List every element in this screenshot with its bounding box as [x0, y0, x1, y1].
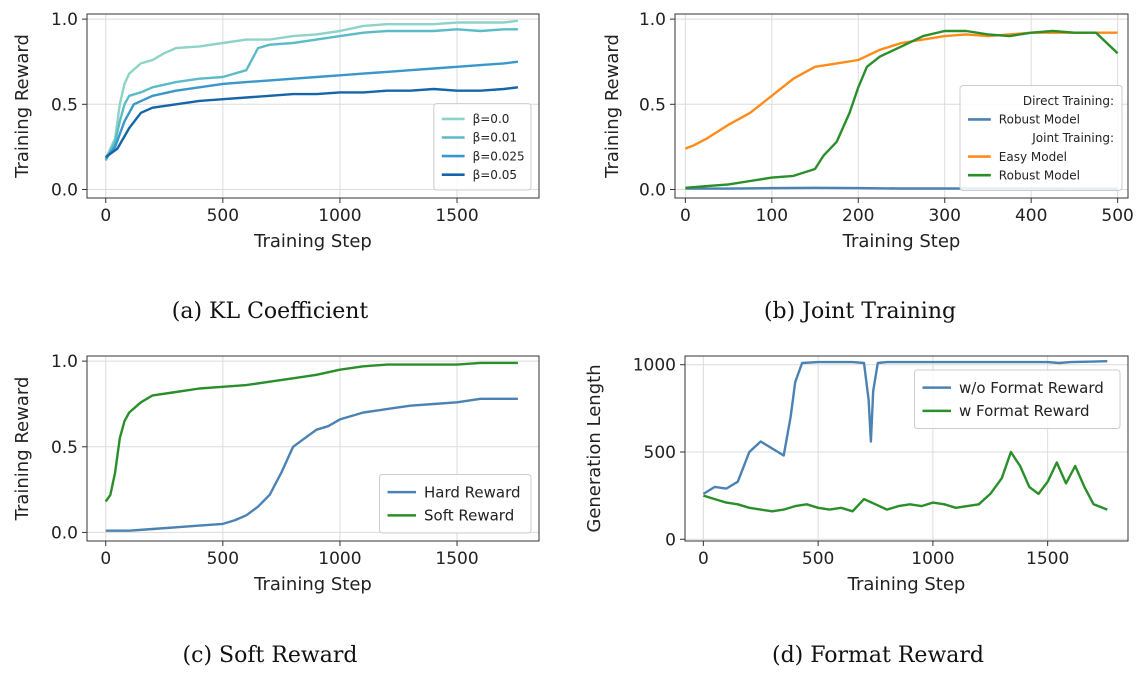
legend-title: Direct Training:	[1023, 94, 1114, 108]
plot-frame	[684, 355, 1129, 542]
legend-box	[433, 103, 532, 191]
legend-label: Hard Reward	[424, 483, 521, 501]
x-tick-label: 1000	[911, 549, 954, 569]
legend-label: w/o Format Reward	[959, 379, 1104, 397]
x-tick-label: 0	[100, 549, 111, 569]
y-tick-label: 1.0	[639, 10, 666, 30]
x-tick-label: 400	[1015, 206, 1047, 226]
legend-label: β=0.01	[473, 131, 517, 145]
legend-label: Soft Reward	[424, 507, 514, 525]
x-tick-label: 1500	[1026, 549, 1069, 569]
legend-label: w Format Reward	[959, 402, 1090, 420]
x-tick-label: 100	[756, 206, 788, 226]
x-tick-label: 500	[207, 206, 239, 226]
plot-frame	[86, 355, 540, 542]
legend-box	[914, 369, 1121, 429]
y-axis-label: Generation Length	[584, 364, 605, 532]
legend: Hard Reward Soft Reward	[379, 474, 532, 534]
caption-a: (a) KL Coefficient	[172, 299, 369, 324]
legend: Direct Training: Robust Model Joint Traini…	[959, 85, 1123, 191]
y-tick-label: 0.0	[639, 180, 666, 200]
series-group	[702, 360, 1108, 513]
x-tick-label: 0	[680, 206, 691, 226]
y-tick-label: 1000	[633, 356, 676, 376]
legend-label: β=0.0	[473, 112, 510, 126]
legend-box	[959, 85, 1123, 191]
legend-label: Easy Model	[999, 150, 1067, 164]
legend-title: Joint Training:	[1031, 131, 1114, 145]
x-tick-label: 200	[842, 206, 874, 226]
caption-c: (c) Soft Reward	[183, 643, 358, 668]
x-tick-label: 0	[698, 549, 709, 569]
y-tick-label: 0.0	[51, 523, 78, 543]
x-tick-label: 0	[100, 206, 111, 226]
legend-box	[379, 474, 532, 534]
y-tick-label: 1.0	[51, 10, 78, 30]
x-tick-label: 1000	[318, 206, 361, 226]
series-line-1	[703, 450, 1108, 513]
legend-label: β=0.025	[473, 149, 525, 163]
y-tick-label: 0	[665, 530, 676, 550]
series-line-3	[104, 86, 519, 159]
x-tick-label: 500	[1101, 206, 1133, 226]
y-axis-label: Training Reward	[602, 34, 623, 179]
series-line-1	[104, 28, 518, 162]
plot-frame	[674, 13, 1129, 199]
series-line-2	[685, 29, 1119, 189]
legend: w/o Format Reward w Format Reward	[914, 369, 1121, 429]
panel-soft-reward: 0 500 1000 1500 0.0 0.5 1.0 Training Step Traini…	[12, 352, 540, 595]
legend: β=0.0 β=0.01 β=0.025 β=0.05	[433, 103, 532, 191]
panel-joint-training: 0 100 200 300 400 500 0.0 0.5 1.0 Training Step Tr…	[602, 10, 1134, 252]
legend-label: Robust Model	[999, 168, 1080, 182]
y-tick-label: 0.5	[51, 95, 78, 115]
y-axis-label: Training Reward	[12, 377, 33, 522]
series-line-0	[702, 360, 1108, 495]
x-tick-label: 300	[928, 206, 960, 226]
y-tick-label: 0.0	[51, 180, 78, 200]
caption-b: (b) Joint Training	[764, 299, 956, 324]
legend-label: β=0.05	[473, 168, 517, 182]
series-group	[104, 361, 518, 532]
y-tick-label: 500	[644, 443, 676, 463]
gridlines	[87, 14, 539, 198]
x-tick-label: 500	[207, 549, 239, 569]
x-axis-label: Training Step	[847, 574, 966, 595]
x-axis-label: Training Step	[253, 231, 372, 252]
x-axis-label: Training Step	[253, 574, 372, 595]
panel-kl-coefficient: 0 500 1000 1500 0.0 0.5 1.0 Training Step Traini…	[12, 10, 540, 252]
legend-label: Robust Model	[999, 113, 1080, 127]
series-line-0	[105, 397, 518, 532]
x-axis-label: Training Step	[842, 231, 961, 252]
series-line-2	[104, 60, 519, 160]
x-tick-label: 1500	[435, 549, 478, 569]
series-line-0	[104, 19, 519, 160]
caption-d: (d) Format Reward	[772, 643, 984, 668]
y-axis-label: Training Reward	[12, 34, 33, 179]
panel-format-reward: 0 500 1000 1500 0 500 1000 Training Step Generat…	[584, 355, 1129, 595]
x-tick-label: 1000	[318, 549, 361, 569]
y-tick-label: 1.0	[51, 352, 78, 372]
y-tick-label: 0.5	[639, 95, 666, 115]
series-line-1	[104, 361, 518, 503]
x-tick-label: 1500	[435, 206, 478, 226]
series-group	[104, 19, 519, 162]
plot-frame	[86, 13, 540, 199]
x-tick-label: 500	[802, 549, 834, 569]
y-tick-label: 0.5	[51, 438, 78, 458]
